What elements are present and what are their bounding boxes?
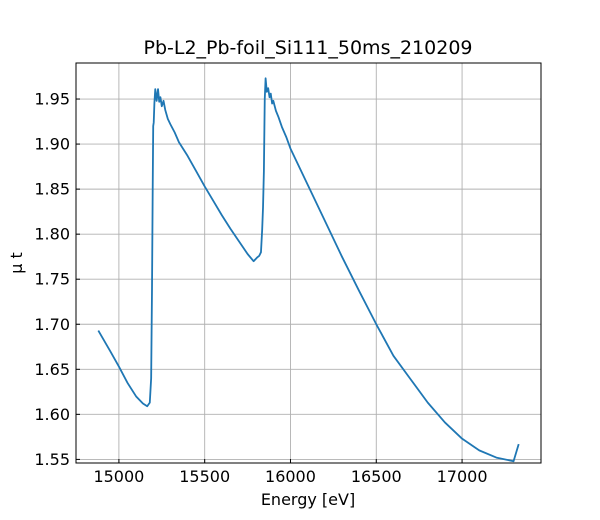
y-tick-label: 1.85 — [34, 180, 70, 199]
x-tick-label: 17000 — [437, 467, 488, 486]
ticks: 15000 15500 16000 16500 17000 1.55 1.60 1.65 1.7… — [34, 90, 487, 486]
y-tick-label: 1.80 — [34, 225, 70, 244]
y-tick-label: 1.70 — [34, 315, 70, 334]
y-tick-label: 1.60 — [34, 405, 70, 424]
plot-frame — [75, 62, 542, 464]
x-tick-label: 15000 — [93, 467, 144, 486]
y-tick-label: 1.95 — [34, 90, 70, 109]
y-tick-label: 1.65 — [34, 360, 70, 379]
y-tick-label: 1.55 — [34, 450, 70, 469]
chart-title: Pb-L2_Pb-foil_Si111_50ms_210209 — [143, 37, 472, 59]
y-tick-label: 1.90 — [34, 135, 70, 154]
x-tick-label: 16000 — [265, 467, 316, 486]
y-tick-label: 1.75 — [34, 270, 70, 289]
x-tick-label: 16500 — [351, 467, 402, 486]
x-tick-label: 15500 — [179, 467, 230, 486]
x-axis-title: Energy [eV] — [261, 490, 355, 509]
y-axis-title: μ t — [7, 252, 26, 274]
series-line — [97, 77, 520, 463]
